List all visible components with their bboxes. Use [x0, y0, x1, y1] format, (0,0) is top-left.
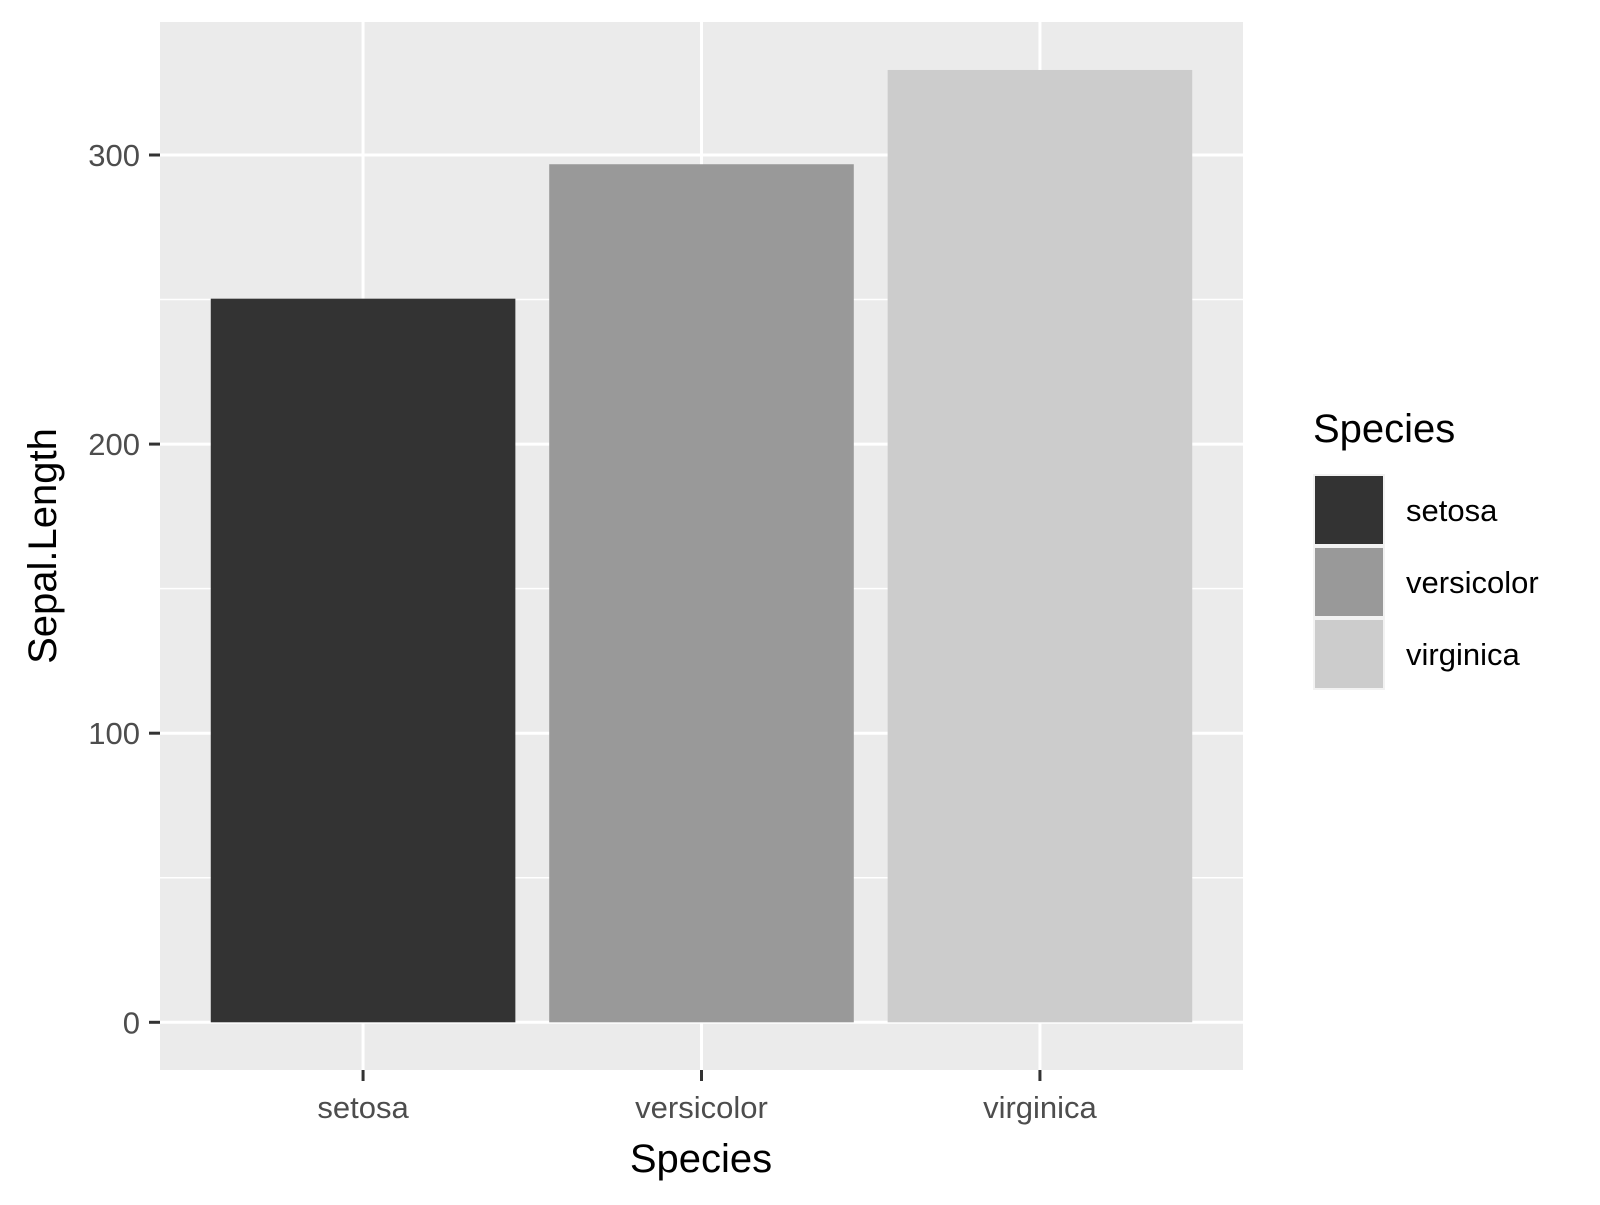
legend-swatch-versicolor [1315, 548, 1383, 616]
y-axis: 0 100 200 300 [88, 138, 160, 1040]
bars [210, 69, 1193, 1023]
legend: Species setosa versicolor virginica [1313, 407, 1539, 690]
x-axis: setosa versicolor virginica [317, 1070, 1098, 1125]
y-tick-label: 100 [88, 716, 140, 751]
bar-versicolor [549, 164, 854, 1023]
legend-label-versicolor: versicolor [1406, 565, 1539, 600]
y-axis-title: Sepal.Length [21, 428, 65, 664]
x-tick-label: versicolor [635, 1090, 768, 1125]
bar-setosa [210, 298, 516, 1023]
x-tick-label: setosa [317, 1090, 409, 1125]
x-tick-label: virginica [983, 1090, 1097, 1125]
bar-virginica [887, 69, 1193, 1023]
legend-label-virginica: virginica [1406, 637, 1520, 672]
x-axis-title: Species [630, 1137, 772, 1181]
y-tick-label: 200 [88, 427, 140, 462]
y-tick-label: 0 [123, 1005, 140, 1040]
y-tick-label: 300 [88, 138, 140, 173]
legend-swatch-setosa [1315, 476, 1383, 544]
legend-label-setosa: setosa [1406, 493, 1498, 528]
legend-swatch-virginica [1315, 620, 1383, 688]
legend-title: Species [1313, 407, 1455, 451]
legend-items: setosa versicolor virginica [1313, 474, 1539, 690]
